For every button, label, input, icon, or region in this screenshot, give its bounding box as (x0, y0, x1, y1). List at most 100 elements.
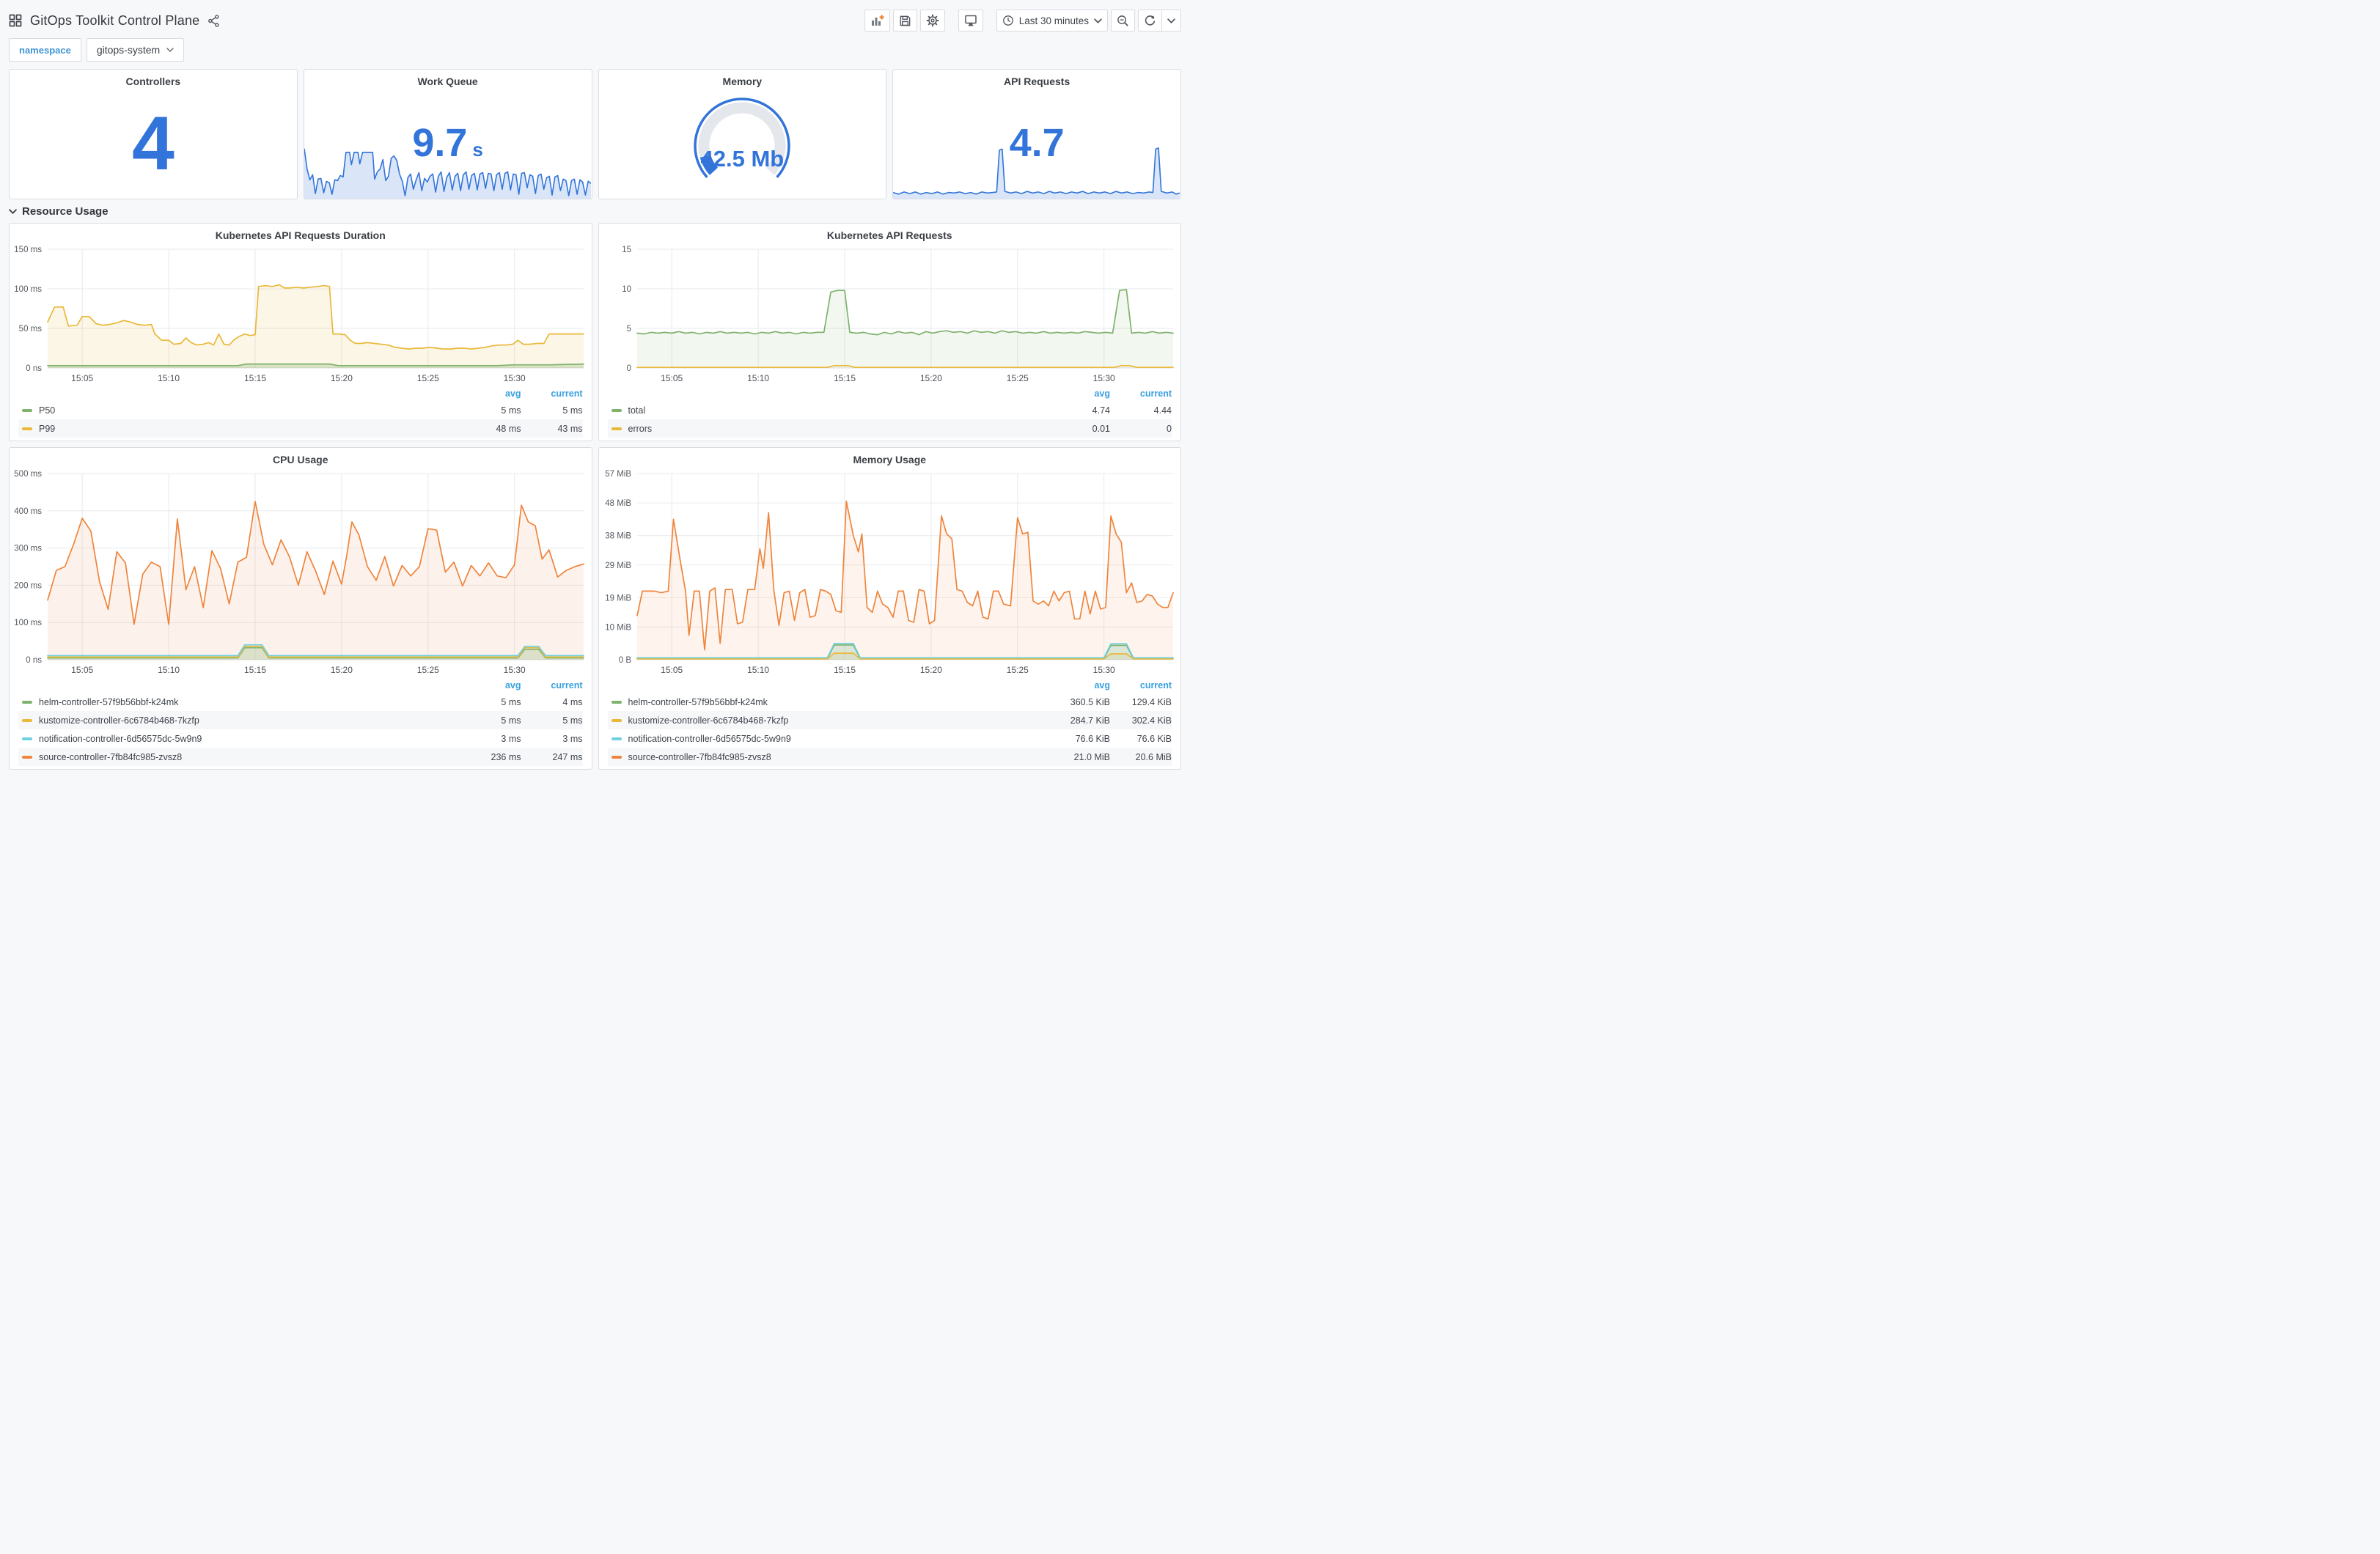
save-dashboard-button[interactable] (892, 10, 917, 32)
refresh-interval-dropdown[interactable] (1161, 10, 1181, 32)
cpu-usage-chart[interactable]: 15:05 15:10 15:15 15:20 15:25 15:30 0 ns 100 ms… (10, 467, 591, 678)
k8s-api-requests-chart[interactable]: 15:05 15:10 15:15 15:20 15:25 15:30 0 5 10 15 (599, 243, 1180, 386)
legend-col-avg[interactable]: avg (504, 680, 521, 691)
panel-memory-usage: Memory Usage 15:05 15:10 15:15 15:20 15:25 15… (598, 447, 1181, 770)
legend-current-value: 247 ms (552, 751, 583, 762)
legend-color-swatch[interactable] (611, 718, 622, 722)
legend-current-value: 76.6 KiB (1136, 733, 1172, 744)
legend-color-swatch[interactable] (22, 427, 32, 430)
legend-color-swatch[interactable] (22, 718, 32, 722)
svg-text:5: 5 (626, 325, 631, 334)
svg-text:15:15: 15:15 (244, 665, 266, 675)
legend-color-swatch[interactable] (611, 755, 622, 759)
legend-color-swatch[interactable] (22, 737, 32, 740)
legend-series-name[interactable]: helm-controller-57f9b56bbf-k24mk (628, 696, 768, 707)
svg-text:15:25: 15:25 (1006, 373, 1028, 383)
legend-color-swatch[interactable] (611, 737, 622, 740)
share-icon[interactable] (207, 14, 220, 27)
svg-text:15:30: 15:30 (504, 665, 526, 675)
svg-text:400 ms: 400 ms (14, 507, 42, 516)
svg-text:100 ms: 100 ms (14, 285, 42, 294)
legend-col-current[interactable]: current (551, 388, 583, 399)
memory-gauge-value: 42.5 Mb (700, 146, 785, 172)
svg-text:15:30: 15:30 (504, 373, 526, 383)
chevron-down-icon (1094, 18, 1102, 23)
legend-color-swatch[interactable] (22, 408, 32, 412)
legend-series-name[interactable]: helm-controller-57f9b56bbf-k24mk (39, 696, 179, 707)
legend-current-value: 3 ms (562, 733, 583, 744)
panel-title[interactable]: Controllers (125, 76, 181, 87)
legend-series-name[interactable]: notification-controller-6d56575dc-5w9n9 (39, 733, 202, 744)
legend-series-name[interactable]: P99 (39, 423, 56, 434)
panel-title[interactable]: Memory (722, 76, 763, 87)
panel-title[interactable]: Kubernetes API Requests (826, 229, 952, 241)
svg-text:15:10: 15:10 (747, 373, 769, 383)
legend-col-avg[interactable]: avg (1094, 388, 1110, 399)
svg-text:15:20: 15:20 (919, 373, 941, 383)
legend: avg current helm-controller-57f9b56bbf-k24… (10, 678, 592, 769)
legend-avg-value: 236 ms (491, 751, 521, 762)
legend-row: source-controller-7fb84fc985-zvsz8 236 ms… (18, 748, 583, 766)
legend-avg-value: 5 ms (501, 405, 521, 416)
k8s-api-requests-duration-chart[interactable]: 15:05 15:10 15:15 15:20 15:25 15:30 0 ns 50 ms 1… (10, 243, 591, 386)
panel-title[interactable]: CPU Usage (273, 454, 328, 465)
legend-current-value: 5 ms (562, 405, 583, 416)
legend-series-name[interactable]: P50 (39, 405, 56, 416)
legend-avg-value: 360.5 KiB (1070, 696, 1110, 707)
cycle-view-mode-button[interactable] (958, 10, 983, 32)
legend-avg-value: 284.7 KiB (1070, 715, 1110, 726)
panel-k8s-api-requests: Kubernetes API Requests 15:05 15:10 15:15 1… (598, 223, 1181, 441)
memory-usage-chart[interactable]: 15:05 15:10 15:15 15:20 15:25 15:30 0 B 10 MiB 1… (599, 467, 1180, 678)
svg-text:15:20: 15:20 (919, 665, 941, 675)
svg-text:500 ms: 500 ms (14, 470, 42, 479)
legend-col-current[interactable]: current (1139, 388, 1172, 399)
work-queue-unit: s (472, 139, 483, 161)
legend: avg current total 4.74 4.44 errors 0.01 0 (599, 386, 1181, 441)
legend: avg current P50 5 ms 5 ms P99 48 ms 43 ms (10, 386, 592, 441)
svg-text:15:20: 15:20 (331, 373, 353, 383)
legend-series-name[interactable]: kustomize-controller-6c6784b468-7kzfp (39, 715, 199, 726)
legend-series-name[interactable]: source-controller-7fb84fc985-zvsz8 (39, 751, 183, 762)
dashboard-settings-button[interactable] (919, 10, 945, 32)
chart-row-1: Kubernetes API Requests Duration 15:05 15… (9, 223, 1181, 441)
legend-header: avg current (608, 678, 1172, 693)
search-minus-icon (1117, 15, 1128, 26)
zoom-out-time-button[interactable] (1111, 10, 1135, 32)
top-nav: GitOps Toolkit Control Plane (9, 4, 1181, 37)
legend-color-swatch[interactable] (22, 700, 32, 704)
svg-text:15:15: 15:15 (244, 373, 266, 383)
legend-color-swatch[interactable] (22, 755, 32, 759)
legend-col-avg[interactable]: avg (504, 388, 521, 399)
legend-col-current[interactable]: current (1139, 680, 1172, 691)
legend-row: P50 5 ms 5 ms (18, 401, 583, 419)
legend-series-name[interactable]: kustomize-controller-6c6784b468-7kzfp (628, 715, 789, 726)
panel-title[interactable]: Kubernetes API Requests Duration (215, 229, 386, 241)
legend-color-swatch[interactable] (611, 427, 622, 430)
legend-col-current[interactable]: current (551, 680, 583, 691)
row-toggle-resource-usage[interactable]: Resource Usage (9, 199, 1181, 223)
panel-title[interactable]: Work Queue (417, 76, 478, 87)
legend-current-value: 5 ms (562, 715, 583, 726)
legend-color-swatch[interactable] (611, 408, 622, 412)
refresh-button[interactable] (1138, 10, 1162, 32)
svg-text:0 ns: 0 ns (26, 656, 42, 665)
legend-current-value: 129.4 KiB (1131, 696, 1172, 707)
legend-series-name[interactable]: source-controller-7fb84fc985-zvsz8 (628, 751, 771, 762)
variable-namespace-value: gitops-system (96, 44, 161, 56)
legend-current-value: 43 ms (557, 423, 583, 434)
add-panel-button[interactable] (864, 10, 890, 32)
legend-series-name[interactable]: total (628, 405, 646, 416)
chevron-down-icon (1167, 18, 1175, 23)
variable-namespace-select[interactable]: gitops-system (86, 38, 185, 62)
legend-color-swatch[interactable] (611, 700, 622, 704)
legend-series-name[interactable]: notification-controller-6d56575dc-5w9n9 (628, 733, 791, 744)
svg-text:15:05: 15:05 (661, 373, 683, 383)
time-range-picker[interactable]: Last 30 minutes (996, 10, 1108, 32)
legend: avg current helm-controller-57f9b56bbf-k24… (599, 678, 1181, 769)
panel-title[interactable]: Memory Usage (853, 454, 927, 465)
legend-current-value: 302.4 KiB (1131, 715, 1172, 726)
legend-series-name[interactable]: errors (628, 423, 653, 434)
panel-title[interactable]: API Requests (1004, 76, 1070, 87)
gear-icon (926, 14, 939, 27)
legend-col-avg[interactable]: avg (1094, 680, 1110, 691)
